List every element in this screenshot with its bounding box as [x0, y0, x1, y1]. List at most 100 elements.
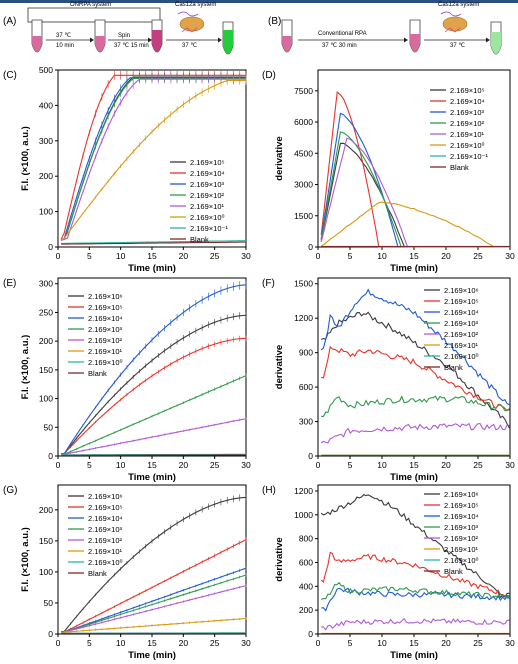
legend-label: 2.169×10³	[88, 325, 122, 334]
x-axis-label: Time (min)	[390, 650, 438, 661]
y-axis-label: F.I. (×100, a.u.)	[20, 126, 31, 191]
x-tick-label: 10	[116, 638, 126, 648]
legend-label: 2.169×10⁻¹	[450, 152, 488, 161]
series-line	[321, 311, 510, 429]
legend-label: 2.169×10¹	[450, 130, 484, 139]
y-axis-label: F.I. (×100, a.u.)	[20, 527, 31, 592]
y-tick-label: 600	[299, 557, 313, 567]
tube-a3	[151, 19, 163, 53]
step-a2: 10 min	[56, 43, 74, 49]
y-tick-label: 800	[299, 534, 313, 544]
y-tick-label: 1200	[294, 486, 313, 496]
y-tick-label: 7500	[294, 86, 313, 96]
series-line	[61, 284, 247, 455]
legend-label: 2.169×10⁵	[88, 303, 123, 312]
series-line	[61, 574, 247, 633]
x-tick-label: 20	[179, 460, 189, 470]
series-line	[320, 581, 510, 601]
x-tick-label: 30	[505, 251, 515, 261]
legend-label: Blank	[444, 567, 463, 576]
legend-label: 2.169×10⁶	[88, 292, 123, 301]
tube-a1	[31, 19, 43, 53]
x-tick-label: 15	[409, 251, 419, 261]
series-line	[321, 345, 510, 412]
series-line	[61, 496, 247, 633]
x-tick-label: 30	[241, 251, 251, 261]
panel-label: (D)	[262, 70, 276, 81]
x-tick-label: 25	[473, 460, 483, 470]
series-line	[321, 617, 510, 631]
legend-label: 2.169×10¹	[190, 202, 224, 211]
y-axis-label: derivative	[274, 136, 285, 180]
legend-label: 2.169×10¹	[88, 347, 122, 356]
legend-label: Blank	[450, 163, 469, 172]
series-line	[60, 77, 246, 241]
plot-frame	[317, 484, 511, 635]
x-tick-label: 0	[56, 638, 61, 648]
legend-label: 2.169×10⁵	[444, 501, 479, 510]
y-tick-label: 400	[39, 100, 53, 110]
onrpa-box	[27, 7, 161, 23]
legend-label: 2.169×10⁴	[190, 169, 225, 178]
x-tick-label: 10	[116, 460, 126, 470]
x-tick-label: 10	[377, 638, 387, 648]
series-line	[60, 80, 246, 241]
chart-h: (H) 0 5 10 15 20 25 30 0 200 400 600 800 1000 1200 Time…	[262, 484, 515, 661]
onrpa-box-label: ONRPA system	[70, 2, 111, 8]
x-tick-label: 15	[147, 460, 157, 470]
series-line	[61, 241, 247, 245]
panel-label: (G)	[3, 485, 17, 496]
legend-label: Blank	[444, 363, 463, 372]
x-tick-label: 20	[179, 251, 189, 261]
legend-label: 2.169×10²	[450, 119, 484, 128]
legend-label: 2.169×10⁵	[190, 158, 225, 167]
x-tick-label: 25	[210, 251, 220, 261]
legend-label: 2.169×10³	[88, 525, 122, 534]
series-line	[61, 375, 247, 455]
legend-label: 2.169×10⁵	[450, 86, 485, 95]
y-axis-label: derivative	[274, 537, 285, 581]
x-tick-label: 0	[316, 638, 321, 648]
x-tick-label: 30	[241, 460, 251, 470]
y-tick-label: 200	[299, 605, 313, 615]
x-tick-label: 20	[441, 638, 451, 648]
legend-label: 2.169×10⁴	[88, 314, 123, 323]
y-tick-label: 150	[39, 365, 53, 375]
y-tick-label: 400	[299, 581, 313, 591]
series-line	[61, 567, 247, 633]
legend-label: 2.169×10⁰	[88, 358, 123, 367]
x-tick-label: 10	[377, 251, 387, 261]
step-a4: 37 ℃ 15 min	[114, 43, 149, 49]
y-tick-label: 150	[39, 536, 53, 546]
legend-label: 2.169×10⁵	[444, 297, 479, 306]
tube-b2	[409, 19, 421, 53]
x-tick-label: 5	[87, 638, 92, 648]
series-line	[320, 288, 510, 406]
y-tick-label: 0	[308, 242, 313, 252]
y-tick-label: 3000	[294, 180, 313, 190]
y-tick-label: 300	[39, 279, 53, 289]
legend-label: 2.169×10⁻¹	[190, 224, 228, 233]
plot-frame	[57, 484, 247, 635]
cas-label-b: Cas12a system	[438, 2, 479, 8]
legend-label: 2.169×10³	[450, 108, 484, 117]
x-tick-label: 20	[179, 638, 189, 648]
x-tick-label: 10	[377, 460, 387, 470]
x-tick-label: 0	[316, 251, 321, 261]
x-tick-label: 25	[473, 251, 483, 261]
legend-label: 2.169×10¹	[88, 547, 122, 556]
x-tick-label: 15	[147, 638, 157, 648]
series-line	[61, 585, 247, 633]
y-tick-label: 100	[39, 207, 53, 217]
x-axis-label: Time (min)	[128, 472, 176, 483]
y-tick-label: 6000	[294, 117, 313, 127]
y-tick-label: 4500	[294, 148, 313, 158]
y-tick-label: 300	[299, 417, 313, 427]
legend-label: 2.169×10⁶	[444, 286, 479, 295]
panel-label-b: (B)	[268, 16, 281, 27]
series-line	[60, 74, 246, 240]
y-tick-label: 50	[44, 598, 54, 608]
